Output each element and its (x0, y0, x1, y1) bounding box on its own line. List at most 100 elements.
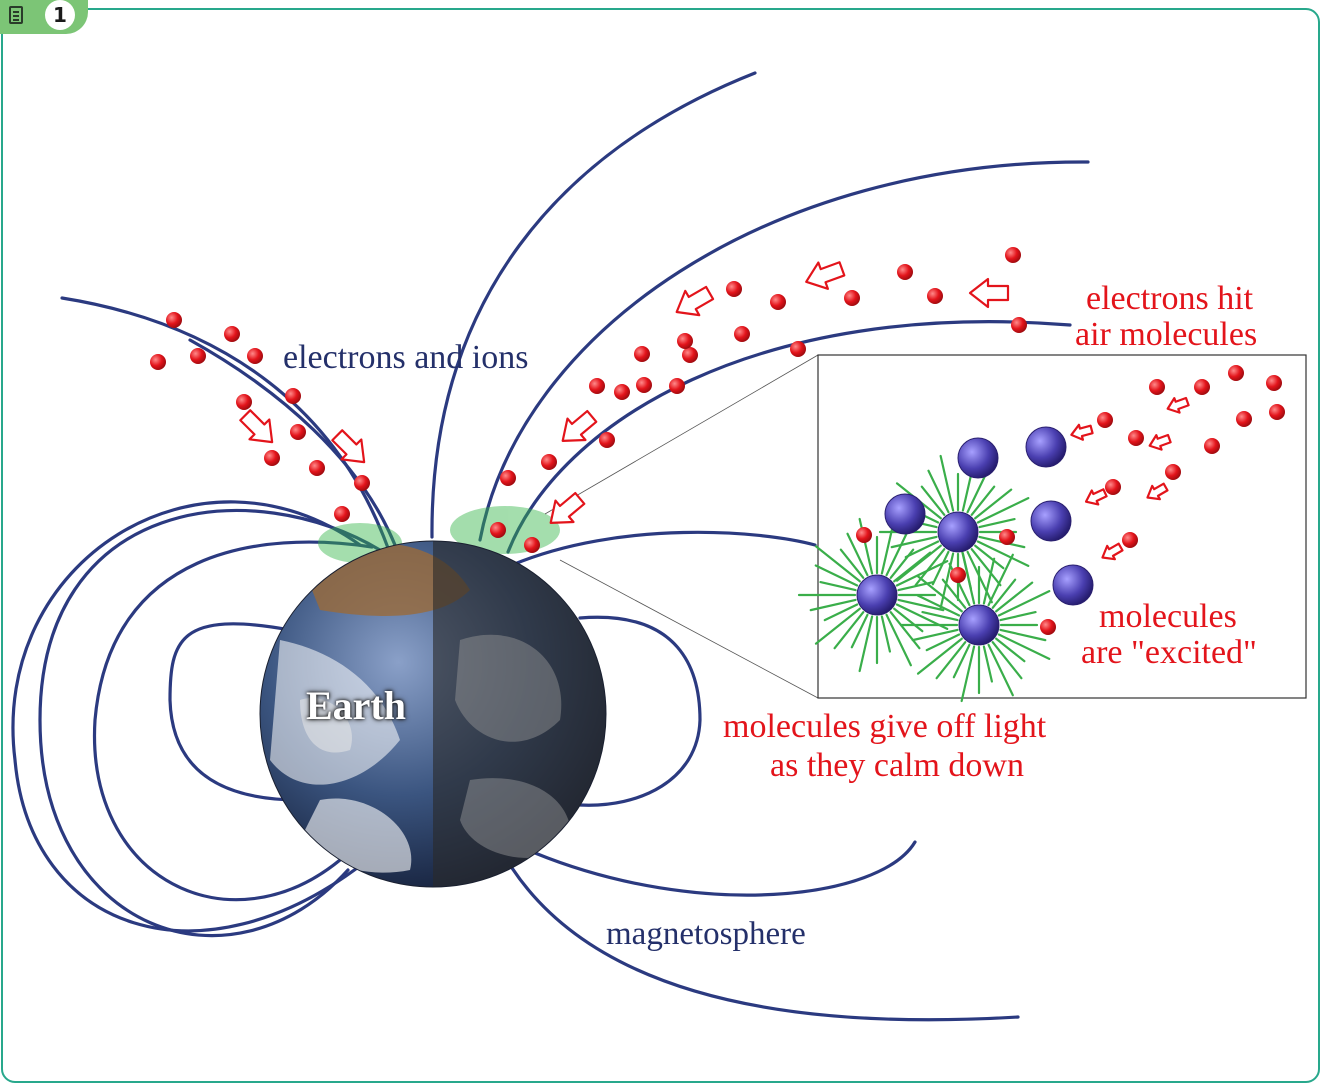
particle-dot (1040, 619, 1056, 635)
light-ray (858, 615, 874, 673)
field-line-loop-left (168, 622, 302, 802)
light-ray (889, 611, 921, 650)
light-ray (960, 645, 976, 703)
particle-dot (1149, 379, 1165, 395)
light-ray (935, 641, 967, 680)
field-line-polar-left-2 (188, 338, 397, 547)
light-ray (819, 580, 857, 592)
particle-dot (1194, 379, 1210, 395)
light-ray (997, 633, 1051, 660)
particle-dot (599, 432, 615, 448)
label-give-off-light: molecules give off light (723, 708, 1047, 745)
flow-arrow (549, 491, 586, 524)
particle-dot (1011, 317, 1027, 333)
particle-dot (150, 354, 166, 370)
light-ray (846, 532, 869, 577)
light-ray (978, 517, 1016, 529)
flow-arrow (1101, 542, 1124, 561)
molecule (937, 511, 979, 553)
molecule (958, 604, 1000, 646)
light-ray (893, 551, 932, 583)
flow-arrow (805, 261, 846, 290)
field-line-polar-mid (430, 71, 757, 539)
light-ray (995, 637, 1026, 663)
label-are-excited: are "excited" (1081, 634, 1257, 671)
particle-dot (734, 326, 750, 342)
particle-dot (190, 348, 206, 364)
light-ray (814, 607, 861, 645)
particle-dot (309, 460, 325, 476)
light-ray (976, 540, 1030, 567)
light-ray (982, 557, 996, 605)
light-rays (797, 454, 1051, 703)
light-ray (960, 547, 976, 605)
particle-dot (1122, 532, 1138, 548)
flow-arrows (239, 261, 1190, 561)
particle-dot (264, 450, 280, 466)
field-line-right-lower-1 (533, 840, 917, 897)
particle-dot (897, 264, 913, 280)
particle-dot (589, 378, 605, 394)
field-line-mid-left (92, 540, 374, 902)
particle-dot (1105, 479, 1121, 495)
light-ray (921, 610, 959, 622)
light-ray (999, 628, 1047, 642)
light-ray (997, 590, 1051, 617)
particle-dot (614, 384, 630, 400)
label-magnetosphere: magnetosphere (606, 916, 806, 952)
light-ray (916, 637, 963, 675)
light-ray (991, 578, 1017, 609)
label-earth: Earth (306, 683, 406, 728)
particle-dot (677, 333, 693, 349)
light-ray (880, 527, 894, 575)
light-ray (939, 552, 955, 610)
light-ray (893, 607, 924, 633)
flow-arrow (1166, 396, 1190, 414)
light-ray (895, 544, 942, 582)
light-ray (974, 488, 1013, 520)
field-line-right-lower-2 (510, 866, 1020, 1022)
particle-dot (669, 378, 685, 394)
document-icon (9, 6, 23, 24)
particle-dot (927, 288, 943, 304)
light-ray (952, 643, 971, 679)
light-ray (911, 628, 959, 642)
particle-dot (334, 506, 350, 522)
field-line-inner-left (38, 508, 387, 938)
light-ray (931, 550, 950, 586)
particle-dot (500, 470, 516, 486)
particle-dot (770, 294, 786, 310)
light-ray (897, 598, 945, 612)
label-electrons-hit: electrons hit (1086, 280, 1254, 317)
particle-dot (166, 312, 182, 328)
molecule (1025, 426, 1067, 468)
particle-dot (1165, 464, 1181, 480)
particle-dot (634, 346, 650, 362)
light-ray (839, 548, 865, 579)
particle-dot (726, 281, 742, 297)
light-ray (974, 544, 1005, 570)
light-ray (916, 575, 963, 613)
light-ray (895, 560, 949, 587)
flow-arrow (1148, 433, 1172, 451)
field-line-polar-right-1 (478, 160, 1090, 542)
light-ray (991, 641, 1023, 680)
light-ray (987, 553, 1014, 607)
molecule (957, 437, 999, 479)
particle-dot (285, 388, 301, 404)
particle-dot (856, 527, 872, 543)
light-ray (920, 485, 946, 516)
light-ray (823, 603, 859, 622)
particle-dot (247, 348, 263, 364)
earth-outline (259, 540, 607, 888)
particle-dot (1005, 247, 1021, 263)
particle-dot (290, 424, 306, 440)
light-ray (976, 497, 1030, 524)
particle-dot (999, 529, 1015, 545)
light-ray (987, 643, 1014, 697)
molecule (1030, 500, 1072, 542)
light-ray (880, 615, 892, 653)
molecule (1052, 564, 1094, 606)
particle-dot (490, 522, 506, 538)
figure-number: 1 (45, 0, 75, 30)
